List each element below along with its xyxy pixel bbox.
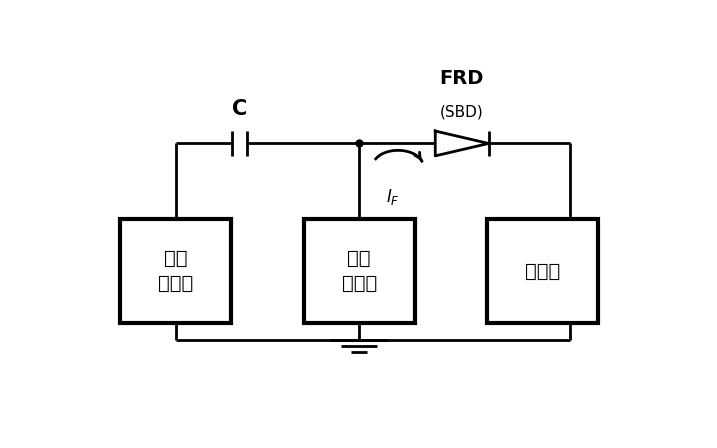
Text: C: C (232, 99, 247, 119)
Text: 示波器: 示波器 (525, 262, 560, 280)
Bar (120, 220, 232, 323)
Bar (487, 220, 598, 323)
Text: (SBD): (SBD) (440, 104, 484, 119)
Text: 脉冲
发生器: 脉冲 发生器 (158, 249, 194, 293)
Text: $I_F$: $I_F$ (386, 186, 400, 207)
Text: 直流
电流源: 直流 电流源 (341, 249, 376, 293)
Text: FRD: FRD (440, 69, 484, 88)
Bar (303, 220, 414, 323)
